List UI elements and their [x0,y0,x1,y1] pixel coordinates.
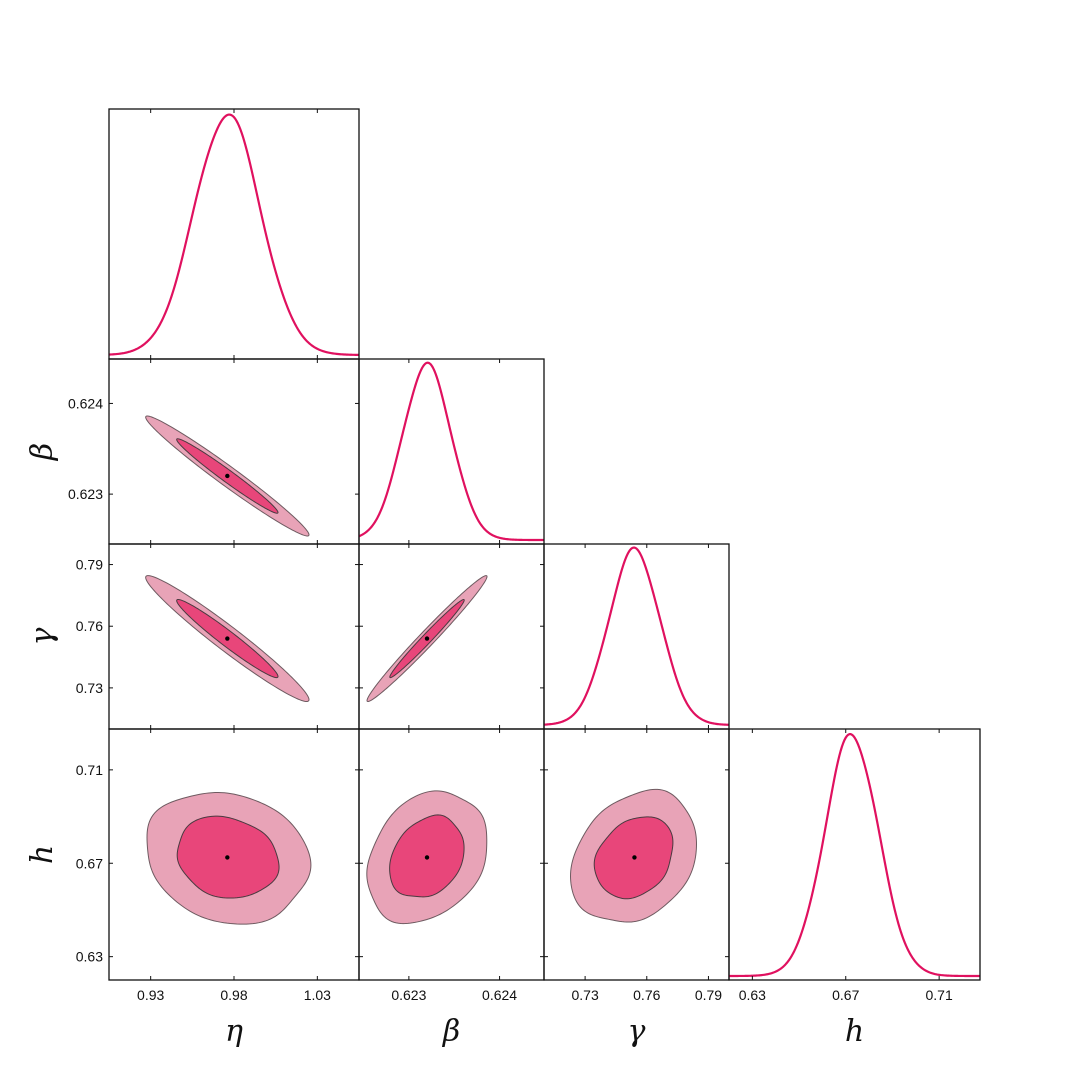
marginal-curve [543,546,730,726]
y-tick-label: 0.71 [76,762,103,778]
panel-content [146,792,312,925]
x-axis-label-η: η [225,1014,243,1049]
y-tick-label: 0.67 [76,855,103,871]
panel-frame [108,358,360,545]
x-tick-label: 0.623 [391,987,426,1003]
marginal-β [358,358,545,545]
panel-β-γ [358,543,545,730]
marginal-γ [543,543,730,730]
x-axis-label-γ: γ [628,1014,646,1049]
best-fit-point [225,855,230,860]
x-tick-label: 0.73 [571,987,598,1003]
y-tick-label: 0.79 [76,557,103,573]
x-tick-label: 0.79 [695,987,722,1003]
x-axis-label-h: h [845,1014,864,1049]
panel-η-h [108,728,360,981]
panel-frame [108,108,360,360]
panel-η-β [108,358,360,545]
panel-content [570,788,698,923]
panel-content [145,415,310,537]
marginal-η [108,108,360,360]
y-axis-label-β: β [25,443,60,461]
x-tick-label: 0.98 [220,987,247,1003]
marginal-curve [108,113,360,356]
y-tick-label: 0.73 [76,680,103,696]
y-tick-label: 0.624 [68,395,103,411]
panel-frame [728,728,981,981]
best-fit-point [225,636,230,641]
x-tick-label: 1.03 [304,987,331,1003]
panel-β-h [358,728,545,981]
panel-frame [358,358,545,545]
x-tick-label: 0.63 [739,987,766,1003]
x-tick-label: 0.624 [482,987,517,1003]
best-fit-point [424,636,430,641]
best-fit-point [424,855,430,860]
panel-content [145,575,310,703]
best-fit-point [225,473,230,479]
panel-frame [358,543,545,730]
y-tick-label: 0.623 [68,486,103,502]
x-tick-label: 0.93 [137,987,164,1003]
panel-γ-h [543,728,730,981]
panel-content [366,790,488,925]
panel-content [366,575,488,703]
best-fit-point [632,855,637,860]
marginal-h [728,728,981,981]
y-tick-label: 0.76 [76,618,103,634]
marginal-curve [729,733,980,978]
panel-η-γ [108,543,360,730]
panel-frame [543,543,730,730]
y-axis-label-h: h [25,845,60,864]
x-tick-label: 0.67 [832,987,859,1003]
x-tick-label: 0.71 [926,987,953,1003]
x-tick-label: 0.76 [633,987,660,1003]
y-tick-label: 0.63 [76,949,103,965]
y-axis-label-γ: γ [25,627,60,645]
marginal-curve [358,361,545,542]
x-axis-label-β: β [442,1014,460,1049]
